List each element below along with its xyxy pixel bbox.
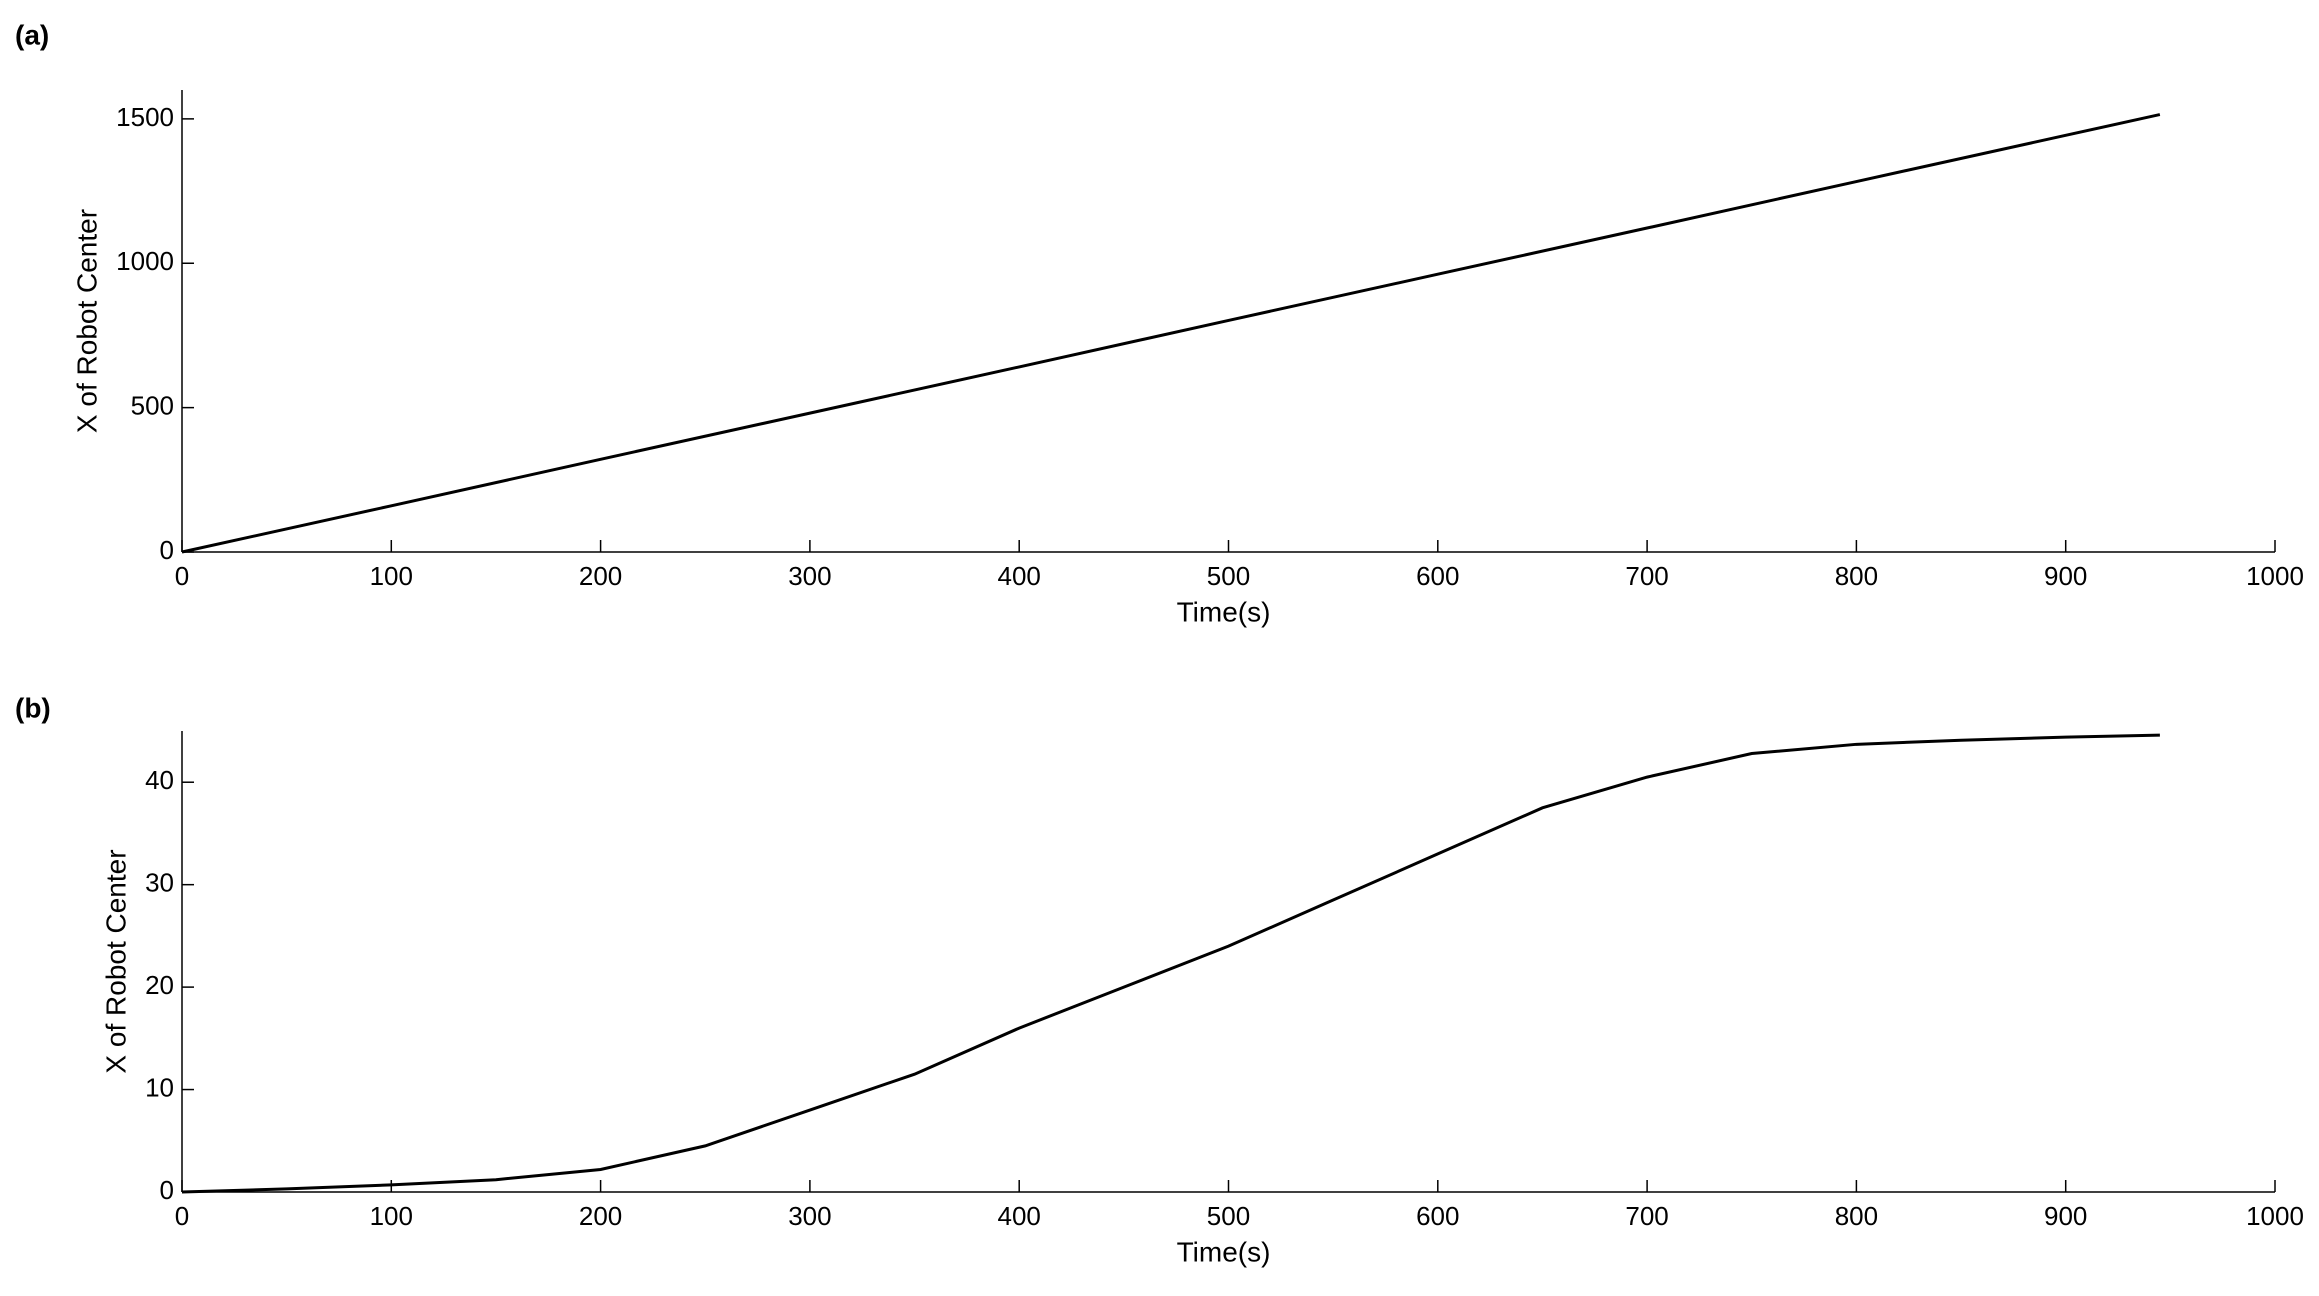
y-tick-label: 1500 xyxy=(116,102,174,132)
x-tick-label: 800 xyxy=(1835,561,1878,591)
x-tick-label: 700 xyxy=(1625,1201,1668,1231)
x-tick-label: 500 xyxy=(1207,1201,1250,1231)
panel-label: (b) xyxy=(15,692,51,723)
x-tick-label: 0 xyxy=(175,561,189,591)
x-axis-label: Time(s) xyxy=(1177,596,1271,627)
y-axis-label: X of Robot Center xyxy=(100,849,131,1073)
x-tick-label: 200 xyxy=(579,561,622,591)
y-axis-label: X of Robot Center xyxy=(71,209,102,433)
data-line xyxy=(181,733,2160,1194)
y-tick-label: 10 xyxy=(145,1072,174,1102)
y-tick-label: 30 xyxy=(145,868,174,898)
panel-label: (a) xyxy=(15,19,49,50)
x-tick-label: 500 xyxy=(1207,561,1250,591)
x-tick-label: 900 xyxy=(2044,561,2087,591)
x-tick-label: 100 xyxy=(370,1201,413,1231)
x-tick-label: 0 xyxy=(175,1201,189,1231)
x-tick-label: 300 xyxy=(788,1201,831,1231)
data-line xyxy=(181,113,2161,554)
x-tick-label: 400 xyxy=(998,1201,1041,1231)
x-tick-label: 1000 xyxy=(2246,561,2304,591)
x-tick-label: 600 xyxy=(1416,1201,1459,1231)
x-tick-label: 600 xyxy=(1416,561,1459,591)
y-tick-label: 1000 xyxy=(116,246,174,276)
y-tick-label: 20 xyxy=(145,970,174,1000)
x-tick-label: 200 xyxy=(579,1201,622,1231)
x-tick-label: 900 xyxy=(2044,1201,2087,1231)
x-tick-label: 1000 xyxy=(2246,1201,2304,1231)
y-tick-label: 40 xyxy=(145,765,174,795)
y-tick-label: 0 xyxy=(160,1175,174,1205)
y-tick-label: 0 xyxy=(160,535,174,565)
x-tick-label: 400 xyxy=(998,561,1041,591)
x-tick-label: 100 xyxy=(370,561,413,591)
x-tick-label: 800 xyxy=(1835,1201,1878,1231)
x-tick-label: 700 xyxy=(1625,561,1668,591)
y-tick-label: 500 xyxy=(131,391,174,421)
x-axis-label: Time(s) xyxy=(1177,1236,1271,1267)
x-tick-label: 300 xyxy=(788,561,831,591)
